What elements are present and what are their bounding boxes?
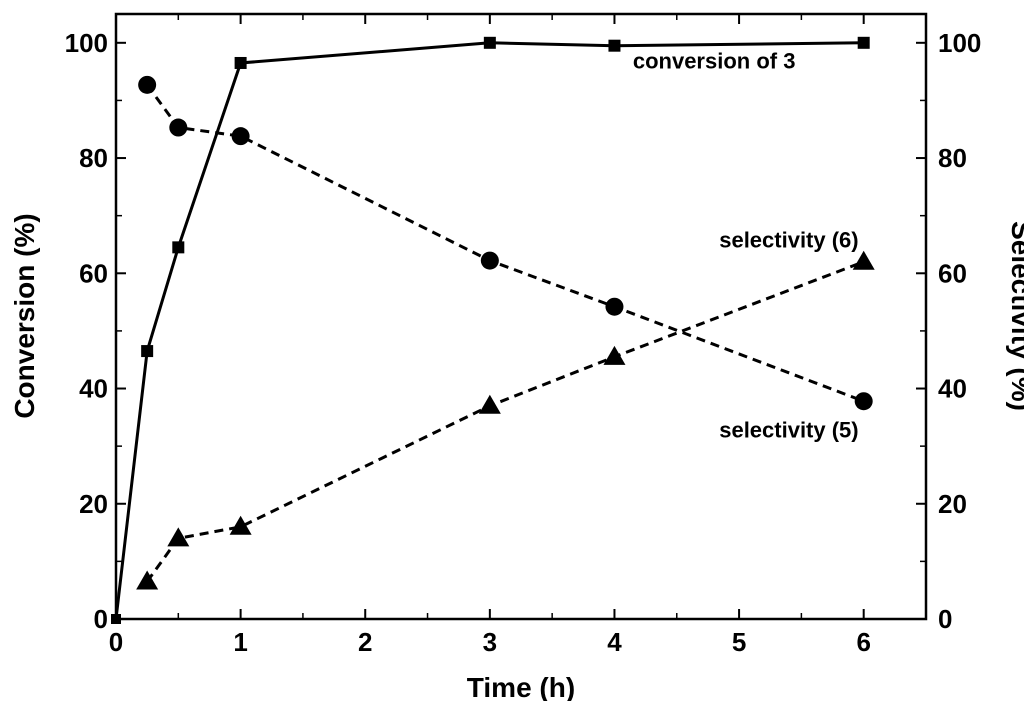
series-selectivity-5 xyxy=(138,75,873,411)
data-point-triangle xyxy=(852,250,875,270)
x-tick-label: 6 xyxy=(856,627,870,657)
x-tick-label: 2 xyxy=(358,627,372,657)
data-point-triangle xyxy=(603,345,626,365)
data-point-triangle xyxy=(478,394,501,414)
y-right-tick-label: 60 xyxy=(938,258,967,288)
y-right-tick-label: 80 xyxy=(938,143,967,173)
annotation-label: selectivity (6) xyxy=(719,227,858,252)
y-right-tick-label: 0 xyxy=(938,604,952,634)
x-axis-title: Time (h) xyxy=(467,672,575,701)
x-tick-label: 5 xyxy=(732,627,746,657)
data-point-triangle xyxy=(229,515,252,535)
annotation-label: selectivity (5) xyxy=(719,418,858,443)
series-conversion-of-3 xyxy=(111,36,870,624)
data-point-square xyxy=(234,56,247,69)
x-tick-label: 3 xyxy=(483,627,497,657)
data-point-square xyxy=(857,36,870,49)
data-point-square xyxy=(608,39,621,52)
y-axis-left-title: Conversion (%) xyxy=(9,213,40,418)
data-point-square xyxy=(141,345,154,358)
data-point-circle xyxy=(169,118,188,137)
y-left-tick-label: 20 xyxy=(79,489,108,519)
y-right-tick-label: 20 xyxy=(938,489,967,519)
data-point-square xyxy=(111,614,121,624)
data-point-circle xyxy=(231,127,250,146)
y-left-tick-label: 60 xyxy=(79,258,108,288)
annotation-layer: conversion of 3 selectivity (6) selectivit… xyxy=(633,49,859,443)
series-selectivity-6 xyxy=(136,250,875,590)
data-point-circle xyxy=(605,297,624,316)
y-axis-right-title: Selectivity (%) xyxy=(1006,221,1024,411)
data-point-circle xyxy=(138,75,157,94)
y-left-ticks: 0 20 40 60 80 100 xyxy=(65,28,126,634)
series-line-selectivity-5 xyxy=(145,83,865,403)
y-right-tick-label: 40 xyxy=(938,374,967,404)
y-left-tick-label: 40 xyxy=(79,374,108,404)
data-point-square xyxy=(172,241,185,254)
data-point-triangle xyxy=(136,570,159,590)
data-point-circle xyxy=(480,251,499,270)
y-right-tick-label: 100 xyxy=(938,28,981,58)
series-line-selectivity-6 xyxy=(145,260,865,583)
y-right-ticks: 0 20 40 60 80 100 xyxy=(916,28,981,634)
x-tick-label: 4 xyxy=(607,627,622,657)
series-line-conversion-of-3 xyxy=(114,41,864,620)
plot-frame xyxy=(114,12,928,621)
data-point-circle xyxy=(854,392,873,411)
y-left-tick-label: 80 xyxy=(79,143,108,173)
y-left-tick-label: 0 xyxy=(94,604,108,634)
data-point-triangle xyxy=(167,527,190,547)
x-tick-label: 0 xyxy=(109,627,123,657)
data-point-square xyxy=(483,36,496,49)
x-tick-label: 1 xyxy=(233,627,247,657)
y-left-tick-label: 100 xyxy=(65,28,108,58)
series-layer xyxy=(111,36,875,624)
annotation-label: conversion of 3 xyxy=(633,49,796,74)
x-ticks: 0 1 2 3 4 5 6 xyxy=(109,14,871,657)
